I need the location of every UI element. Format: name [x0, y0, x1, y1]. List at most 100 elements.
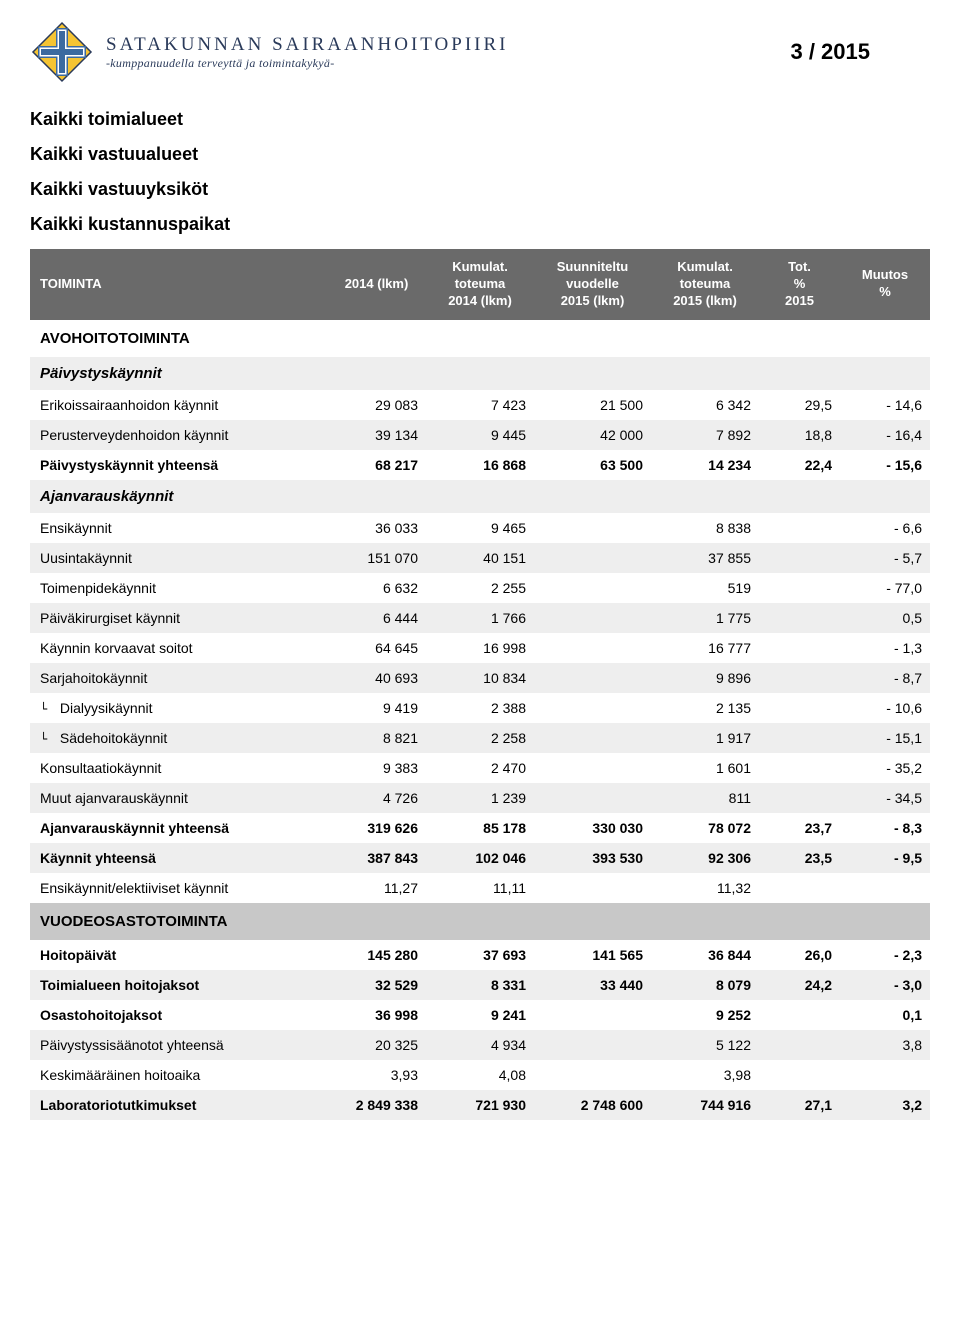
cell-value: 68 217 — [327, 450, 426, 480]
cell-value: 23,5 — [759, 843, 840, 873]
cell-value — [534, 693, 651, 723]
row-label: └ Dialyysikäynnit — [30, 693, 327, 723]
row-label: └ Sädehoitokäynnit — [30, 723, 327, 753]
cell-value — [759, 693, 840, 723]
cell-value: 14 234 — [651, 450, 759, 480]
table-row: Sarjahoitokäynnit40 69310 8349 896- 8,7 — [30, 663, 930, 693]
report-page: SATAKUNNAN SAIRAANHOITOPIIRI -kumppanuud… — [0, 0, 960, 1140]
cell-value: 6 632 — [327, 573, 426, 603]
cell-value — [534, 633, 651, 663]
cell-value: 5 122 — [651, 1030, 759, 1060]
cell-value — [534, 1000, 651, 1030]
cell-value: 9 241 — [426, 1000, 534, 1030]
cell-value — [840, 873, 930, 903]
cell-value — [534, 1030, 651, 1060]
logo-text: SATAKUNNAN SAIRAANHOITOPIIRI -kumppanuud… — [106, 34, 509, 71]
table-row: └ Sädehoitokäynnit8 8212 258 1 917 - 15,1 — [30, 723, 930, 753]
table-row: Keskimääräinen hoitoaika3,934,083,98 — [30, 1060, 930, 1090]
cell-value: 7 423 — [426, 390, 534, 420]
cell-value: 9 445 — [426, 420, 534, 450]
cell-value: 1 239 — [426, 783, 534, 813]
table-row: Toimenpidekäynnit6 6322 255519- 77,0 — [30, 573, 930, 603]
cell-value: 3,2 — [840, 1090, 930, 1120]
table-row: Päiväkirurgiset käynnit6 4441 7661 7750,… — [30, 603, 930, 633]
cell-value: 36 033 — [327, 513, 426, 543]
cell-value: 29 083 — [327, 390, 426, 420]
cell-value: 3,8 — [840, 1030, 930, 1060]
cell-value — [534, 723, 651, 753]
subsection-label: Päivystyskäynnit — [30, 357, 930, 390]
row-label: Ensikäynnit/elektiiviset käynnit — [30, 873, 327, 903]
cell-value — [759, 1000, 840, 1030]
row-label: Laboratoriotutkimukset — [30, 1090, 327, 1120]
table-row: Ajanvarauskäynnit yhteensä319 62685 1783… — [30, 813, 930, 843]
cell-value: 6 342 — [651, 390, 759, 420]
cell-value: 39 134 — [327, 420, 426, 450]
cell-value — [534, 873, 651, 903]
cell-value: 3,93 — [327, 1060, 426, 1090]
cell-value: - 15,1 — [840, 723, 930, 753]
report-table: TOIMINTA2014 (lkm)Kumulat.toteuma2014 (l… — [30, 249, 930, 1120]
cell-value: 102 046 — [426, 843, 534, 873]
row-label: Päivystyssisäänotot yhteensä — [30, 1030, 327, 1060]
cell-value: 23,7 — [759, 813, 840, 843]
cell-value: 2 258 — [426, 723, 534, 753]
column-header: Kumulat.toteuma2015 (lkm) — [651, 249, 759, 320]
cell-value: 1 917 — [651, 723, 759, 753]
table-row: Toimialueen hoitojaksot32 5298 33133 440… — [30, 970, 930, 1000]
cell-value — [759, 603, 840, 633]
cell-value: 29,5 — [759, 390, 840, 420]
table-row: Ajanvarauskäynnit — [30, 480, 930, 513]
cell-value: 0,5 — [840, 603, 930, 633]
row-label: Päivystyskäynnit yhteensä — [30, 450, 327, 480]
table-row: Päivystyskäynnit yhteensä68 21716 86863 … — [30, 450, 930, 480]
page-header: SATAKUNNAN SAIRAANHOITOPIIRI -kumppanuud… — [30, 20, 930, 84]
cell-value: - 35,2 — [840, 753, 930, 783]
cell-value: 16 777 — [651, 633, 759, 663]
cell-value: 9 896 — [651, 663, 759, 693]
column-header: Suunniteltuvuodelle2015 (lkm) — [534, 249, 651, 320]
cell-value: 21 500 — [534, 390, 651, 420]
table-row: └ Dialyysikäynnit9 4192 3882 135- 10,6 — [30, 693, 930, 723]
cell-value: 33 440 — [534, 970, 651, 1000]
cell-value: 20 325 — [327, 1030, 426, 1060]
column-header: 2014 (lkm) — [327, 249, 426, 320]
table-row: Konsultaatiokäynnit9 3832 4701 601- 35,2 — [30, 753, 930, 783]
cell-value — [759, 783, 840, 813]
cell-value: 4,08 — [426, 1060, 534, 1090]
table-row: Hoitopäivät145 28037 693141 56536 84426,… — [30, 940, 930, 970]
sub-indent-icon: └ — [40, 732, 50, 746]
cell-value — [759, 633, 840, 663]
cell-value: 37 855 — [651, 543, 759, 573]
scope-line: Kaikki vastuuyksiköt — [30, 179, 930, 200]
cell-value: 2 388 — [426, 693, 534, 723]
cell-value: 85 178 — [426, 813, 534, 843]
cell-value: - 15,6 — [840, 450, 930, 480]
row-label: Hoitopäivät — [30, 940, 327, 970]
row-label: Ajanvarauskäynnit yhteensä — [30, 813, 327, 843]
cell-value: 78 072 — [651, 813, 759, 843]
cell-value: 8 821 — [327, 723, 426, 753]
cell-value: - 3,0 — [840, 970, 930, 1000]
table-row: Ensikäynnit36 0339 4658 838- 6,6 — [30, 513, 930, 543]
cell-value: 1 775 — [651, 603, 759, 633]
cell-value: 145 280 — [327, 940, 426, 970]
row-label: Sarjahoitokäynnit — [30, 663, 327, 693]
row-label: Erikoissairaanhoidon käynnit — [30, 390, 327, 420]
cell-value: - 8,3 — [840, 813, 930, 843]
table-row: Muut ajanvarauskäynnit4 7261 239811- 34,… — [30, 783, 930, 813]
row-label: Osastohoitojaksot — [30, 1000, 327, 1030]
table-row: Päivystyskäynnit — [30, 357, 930, 390]
row-label: Ensikäynnit — [30, 513, 327, 543]
cell-value: - 34,5 — [840, 783, 930, 813]
cell-value: 16 868 — [426, 450, 534, 480]
cell-value: - 2,3 — [840, 940, 930, 970]
cell-value — [759, 873, 840, 903]
cell-value: - 6,6 — [840, 513, 930, 543]
cell-value — [759, 513, 840, 543]
cell-value — [534, 603, 651, 633]
table-row: VUODEOSASTOTOIMINTA — [30, 903, 930, 940]
cell-value: 10 834 — [426, 663, 534, 693]
table-row: Käynnit yhteensä387 843102 046393 53092 … — [30, 843, 930, 873]
cell-value: 36 844 — [651, 940, 759, 970]
